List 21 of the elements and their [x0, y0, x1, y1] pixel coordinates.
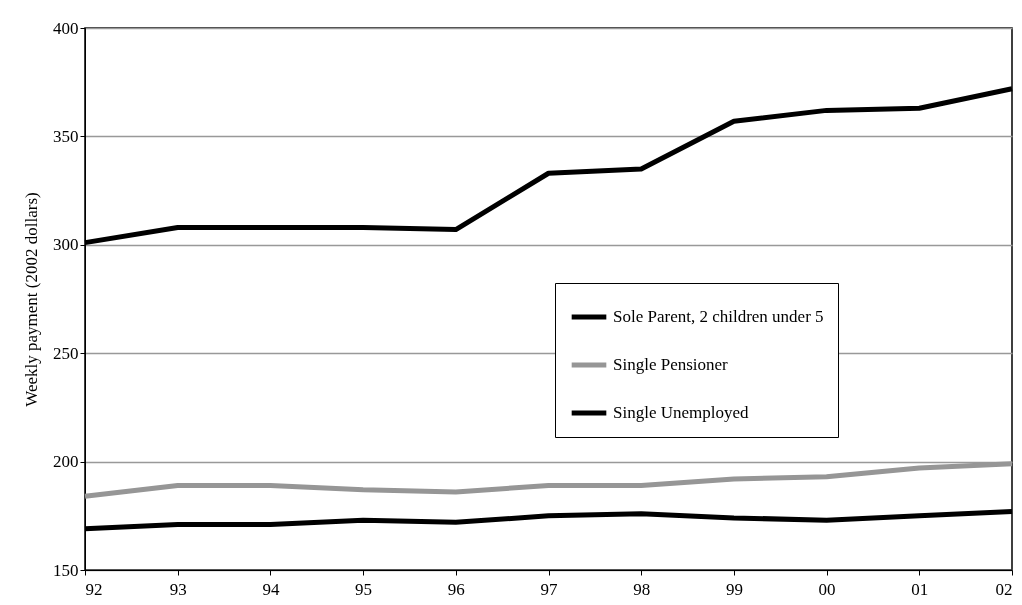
x-tick-label: 00 — [818, 579, 836, 599]
x-tick-label: 97 — [540, 579, 558, 599]
y-tick-label: 350 — [53, 126, 79, 146]
legend-label: Single Unemployed — [613, 403, 750, 422]
x-tick-label: 01 — [911, 579, 929, 599]
y-tick-label: 200 — [53, 452, 79, 472]
legend-label: Single Pensioner — [613, 355, 729, 374]
x-tick-label: 96 — [447, 579, 465, 599]
x-tick-label: 02 — [995, 579, 1013, 599]
y-tick-label: 300 — [53, 235, 79, 255]
x-tick-label: 95 — [355, 579, 373, 599]
y-tick-label: 150 — [53, 560, 79, 580]
y-tick-label: 400 — [53, 18, 79, 38]
x-tick-label: 99 — [725, 579, 743, 599]
y-tick-label: 250 — [53, 343, 79, 363]
x-tick-label: 98 — [633, 579, 651, 599]
x-tick-label: 93 — [169, 579, 187, 599]
legend-label: Sole Parent, 2 children under 5 — [613, 307, 824, 326]
y-axis-title: Weekly payment (2002 dollars) — [22, 192, 41, 407]
x-tick-label: 92 — [85, 579, 103, 599]
x-tick-label: 94 — [262, 579, 280, 599]
